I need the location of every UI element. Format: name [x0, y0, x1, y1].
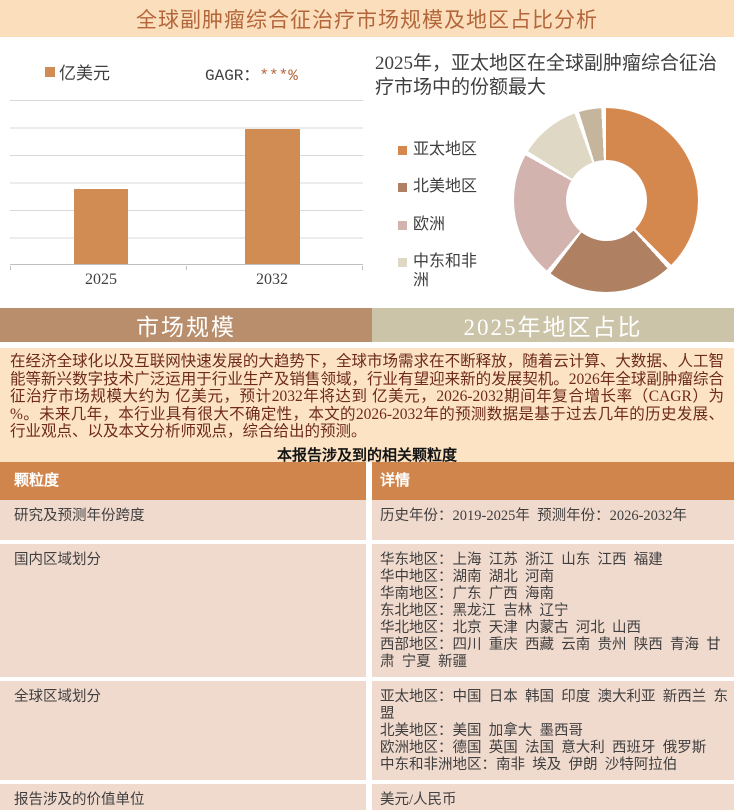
detail-line: 华北地区：北京 天津 内蒙古 河北 山西 [380, 620, 641, 636]
detail-line: 亚太地区：中国 日本 韩国 印度 澳大利亚 新西兰 东盟 [380, 689, 728, 722]
detail-line: 西部地区：四川 重庆 西藏 云南 贵州 陕西 青海 甘肃 宁夏 新疆 [380, 637, 721, 670]
x-label-2032: 2032 [256, 271, 288, 288]
legend-swatch-icon [398, 146, 407, 155]
page-header: 全球副肿瘤综合征治疗市场规模及地区占比分析 [0, 0, 734, 37]
tab-region-share[interactable]: 2025年地区占比 [372, 308, 734, 342]
legend-item-apac: 亚太地区 [398, 141, 481, 159]
row-label: 国内区域划分 [14, 552, 101, 568]
table-row-global-regions: 全球区域划分 亚太地区：中国 日本 韩国 印度 澳大利亚 新西兰 东盟 北美地区：… [0, 681, 734, 780]
legend-label: 亚太地区 [413, 141, 478, 158]
charts-area: 亿美元 GAGR：***% 2025 2032 2025年，亚太地区在全球副肿瘤… [0, 37, 734, 308]
table-row-years: 研究及预测年份跨度 历史年份：2019-2025年 预测年份：2026-2032… [0, 500, 734, 540]
x-label-2025: 2025 [85, 271, 117, 288]
donut-chart-title: 2025年，亚太地区在全球副肿瘤综合征治疗市场中的份额最大 [375, 53, 718, 98]
x-axis-tick [362, 266, 363, 270]
granularity-table: 颗粒度 详情 研究及预测年份跨度 历史年份：2019-2025年 预测年份：20… [0, 462, 734, 810]
section-tabs: 市场规模 2025年地区占比 [0, 308, 734, 342]
detail-line: 华南地区：广东 广西 海南 [380, 586, 554, 602]
summary-section: 在经济全球化以及互联网快速发展的大趋势下，全球市场需求在不断释放，随着云计算、大… [0, 348, 734, 464]
row-details: 亚太地区：中国 日本 韩国 印度 澳大利亚 新西兰 东盟 北美地区：美国 加拿大 … [372, 681, 734, 780]
table-title: 本报告涉及到的相关颗粒度 [276, 447, 457, 464]
row-details: 美元/人民币 [372, 784, 734, 810]
legend-swatch-icon [398, 258, 407, 268]
column-header-details: 详情 [372, 462, 734, 500]
legend-label: 欧洲 [413, 215, 446, 233]
detail-line: 欧洲地区：德国 英国 法国 意大利 西班牙 俄罗斯 [380, 740, 707, 756]
row-details: 历史年份：2019-2025年 预测年份：2026-2032年 [372, 500, 734, 540]
cagr-prefix: GAGR： [205, 67, 260, 85]
row-label: 研究及预测年份跨度 [14, 508, 145, 524]
detail-line: 历史年份：2019-2025年 预测年份：2026-2032年 [380, 508, 687, 524]
donut-legend: 亚太地区 北美地区 欧洲 中东和非洲 [398, 141, 481, 309]
cagr-masked-value: ***% [259, 67, 298, 85]
bar-2025 [74, 189, 128, 264]
legend-item-north-america: 北美地区 [398, 178, 481, 196]
x-axis-tick [10, 266, 11, 270]
page-title: 全球副肿瘤综合征治疗市场规模及地区占比分析 [136, 7, 598, 32]
donut-chart [514, 108, 698, 292]
tab-market-size[interactable]: 市场规模 [0, 308, 372, 342]
legend-label: 中东和非洲 [413, 253, 478, 289]
column-header-granularity: 颗粒度 [0, 462, 366, 500]
legend-swatch-icon [45, 66, 55, 77]
detail-line: 华中地区：湖南 湖北 河南 [380, 569, 554, 585]
cagr-label: GAGR：***% [205, 61, 298, 85]
detail-line: 东北地区：黑龙江 吉林 辽宁 [380, 603, 569, 619]
bar-2032 [245, 128, 300, 264]
legend-swatch-icon [398, 183, 407, 193]
table-row-domestic-regions: 国内区域划分 华东地区：上海 江苏 浙江 山东 江西 福建 华中地区：湖南 湖北 … [0, 544, 734, 677]
bar-unit-label: 亿美元 [59, 64, 110, 83]
divider [0, 342, 734, 348]
legend-item-europe: 欧洲 [398, 216, 481, 234]
detail-line: 华东地区：上海 江苏 浙江 山东 江西 福建 [380, 552, 663, 568]
donut-hole [565, 159, 647, 241]
row-label: 报告涉及的价值单位 [14, 792, 145, 808]
bar-chart-plot [10, 100, 363, 270]
detail-line: 中东和非洲地区：南非 埃及 伊朗 沙特阿拉伯 [380, 757, 678, 773]
legend-label: 北美地区 [413, 178, 478, 196]
legend-item-mea: 中东和非洲 [398, 253, 481, 290]
detail-line: 北美地区：美国 加拿大 墨西哥 [380, 723, 583, 739]
table-header-row: 颗粒度 详情 [0, 462, 734, 500]
table-row-value-unit: 报告涉及的价值单位 美元/人民币 [0, 784, 734, 810]
legend-swatch-icon [398, 220, 407, 230]
bar-chart-legend: 亿美元 [45, 59, 110, 84]
row-details: 华东地区：上海 江苏 浙江 山东 江西 福建 华中地区：湖南 湖北 河南 华南地区：… [372, 544, 734, 677]
table-body: 研究及预测年份跨度 历史年份：2019-2025年 预测年份：2026-2032… [0, 500, 734, 810]
x-axis-tick [186, 266, 187, 270]
detail-line: 美元/人民币 [380, 792, 457, 808]
row-label: 全球区域划分 [14, 689, 101, 705]
summary-paragraph: 在经济全球化以及互联网快速发展的大趋势下，全球市场需求在不断释放，随着云计算、大… [10, 353, 724, 441]
